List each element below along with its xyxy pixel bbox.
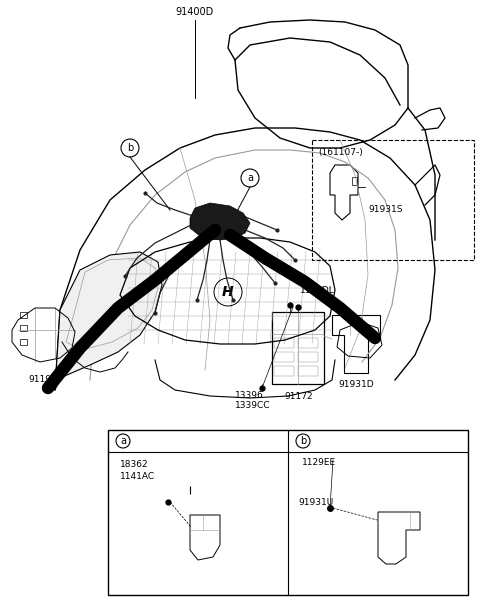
- Bar: [272, 312, 324, 384]
- Polygon shape: [190, 203, 250, 240]
- Bar: [352, 177, 357, 185]
- Bar: [20, 339, 27, 345]
- Text: H: H: [222, 285, 234, 299]
- Text: 1129EE: 1129EE: [302, 458, 336, 467]
- Bar: [20, 325, 27, 331]
- Text: 91931D: 91931D: [338, 380, 373, 389]
- Bar: [298, 352, 318, 362]
- Text: 1141AC: 1141AC: [120, 472, 155, 481]
- Text: 91172: 91172: [284, 392, 312, 401]
- Text: b: b: [127, 143, 133, 153]
- Text: 91400D: 91400D: [176, 7, 214, 17]
- Polygon shape: [55, 252, 162, 390]
- Bar: [312, 140, 474, 260]
- Text: 1125DL: 1125DL: [300, 286, 335, 295]
- Bar: [108, 430, 468, 595]
- Text: 18362: 18362: [120, 460, 149, 469]
- Text: a: a: [120, 436, 126, 446]
- Bar: [20, 312, 27, 318]
- Bar: [298, 338, 318, 348]
- Text: 1339CC: 1339CC: [235, 402, 271, 410]
- Text: 91931S: 91931S: [368, 205, 403, 215]
- Text: 91931U: 91931U: [298, 498, 333, 507]
- Text: 13396: 13396: [235, 390, 264, 399]
- Text: a: a: [247, 173, 253, 183]
- Bar: [274, 338, 294, 348]
- Bar: [274, 366, 294, 376]
- Bar: [298, 366, 318, 376]
- Text: b: b: [300, 436, 306, 446]
- Text: 91191F: 91191F: [28, 375, 62, 384]
- Bar: [274, 352, 294, 362]
- Text: (161107-): (161107-): [318, 148, 363, 157]
